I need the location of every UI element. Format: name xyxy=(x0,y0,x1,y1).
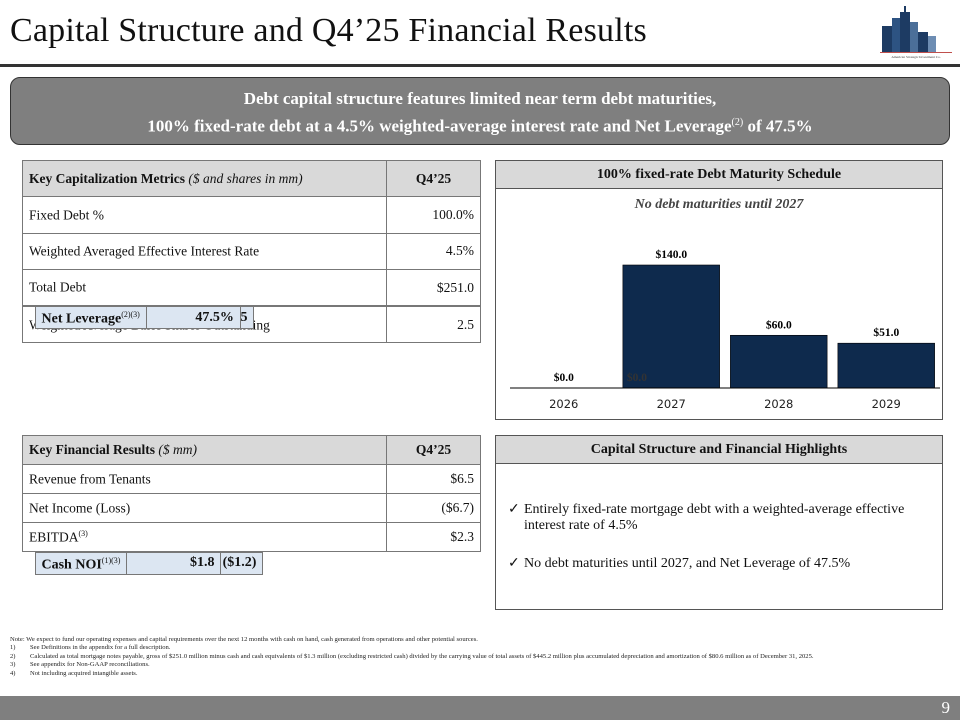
footnote-text: See appendix for Non-GAAP reconciliation… xyxy=(30,661,150,669)
table-row: EBITDA(3) $2.3 xyxy=(22,522,481,552)
footnote-text: See Definitions in the appendix for a fu… xyxy=(30,644,171,652)
label-text: Cash NOI xyxy=(41,557,102,573)
x-tick-label: 2026 xyxy=(549,397,578,411)
title-divider xyxy=(0,64,960,67)
svg-text:American Strategic Investment: American Strategic Investment Co. xyxy=(891,55,940,59)
footnote-number: 3) xyxy=(10,661,16,669)
header-label: Key Capitalization Metrics ($ and shares… xyxy=(22,159,387,198)
highlight-text: Entirely fixed-rate mortgage debt with a… xyxy=(524,502,905,533)
row-label: Net Leverage(2)(3) xyxy=(34,306,147,329)
highlight-text: No debt maturities until 2027, and Net L… xyxy=(524,556,851,571)
chart-subtitle: No debt maturities until 2027 xyxy=(634,197,804,212)
footnote-text: Calculated as total mortgage notes payab… xyxy=(30,652,814,660)
footnote: 3) See appendix for Non-GAAP reconciliati… xyxy=(10,661,814,669)
footnote-number: 4) xyxy=(10,669,16,677)
label-text: Net Leverage xyxy=(41,311,122,327)
panel-title: Capital Structure and Financial Highligh… xyxy=(496,436,942,464)
data-label: $60.0 xyxy=(766,318,792,331)
panel-title: 100% fixed-rate Debt Maturity Schedule xyxy=(496,161,942,189)
label-text: Fixed Debt % xyxy=(29,207,104,223)
footnote: 1) See Definitions in the appendix for a … xyxy=(10,644,814,652)
label-text: Total Debt xyxy=(29,279,87,295)
table-row: Revenue from Tenants $6.5 xyxy=(22,464,481,494)
row-value: $1.8 xyxy=(126,552,222,575)
capitalization-metrics-table: Key Capitalization Metrics ($ and shares… xyxy=(22,159,481,344)
row-value: 4.5% xyxy=(386,232,481,270)
row-value: $2.3 xyxy=(386,522,481,552)
x-tick-label: 2029 xyxy=(872,397,901,411)
table-header: Key Financial Results ($ mm) Q4’25 xyxy=(22,435,481,465)
page-number: 9 xyxy=(941,698,951,717)
financial-results-table: Key Financial Results ($ mm) Q4’25 Revenue… xyxy=(22,435,481,575)
row-label: Weighted Averaged Effective Interest Rat… xyxy=(22,232,387,270)
table-row: Fixed Debt % 100.0% xyxy=(22,196,481,234)
table-row: Net Leverage(2)(3) 47.5% xyxy=(34,306,455,342)
data-label: $140.0 xyxy=(655,248,687,261)
footnote-number: 1) xyxy=(10,644,16,652)
checkmark-icon: ✓ xyxy=(508,556,520,571)
header-unit: ($ and shares in mm) xyxy=(188,170,303,186)
row-label: Fixed Debt % xyxy=(22,196,387,234)
summary-banner: Debt capital structure features limited … xyxy=(10,77,950,145)
table-header: Key Capitalization Metrics ($ and shares… xyxy=(22,159,481,198)
bar-2029 xyxy=(837,342,935,389)
header-period: Q4’25 xyxy=(386,159,481,198)
table-row: Cash NOI(1)(3) $1.8 xyxy=(34,552,455,581)
footnotes: Note: We expect to fund our operating ex… xyxy=(10,636,814,678)
banner-line-2: 100% fixed-rate debt at a 4.5% weighted-… xyxy=(11,111,949,139)
row-value: 2.5 xyxy=(386,306,481,344)
label-text: Revenue from Tenants xyxy=(29,471,151,487)
row-value: $6.5 xyxy=(386,464,481,494)
bar-2027 xyxy=(622,264,720,389)
row-label: Revenue from Tenants xyxy=(22,464,387,494)
row-label: EBITDA(3) xyxy=(22,522,387,552)
row-value: ($6.7) xyxy=(386,493,481,523)
row-label: Net Income (Loss) xyxy=(22,493,387,523)
footnote: 4) Not including acquired intangible asse… xyxy=(10,670,814,678)
x-tick-label: 2027 xyxy=(657,397,686,411)
checkmark-icon: ✓ xyxy=(508,502,520,517)
bar-2028 xyxy=(730,334,828,389)
header-text: Key Financial Results xyxy=(29,442,159,457)
row-value: 47.5% xyxy=(145,306,241,329)
footnote-ref: (2) xyxy=(731,117,744,128)
label-text: EBITDA xyxy=(29,529,79,545)
note-intro: Note: We expect to fund our operating ex… xyxy=(10,636,478,643)
table-row: Weighted Averaged Effective Interest Rat… xyxy=(22,232,481,270)
highlights-panel: Capital Structure and Financial Highligh… xyxy=(495,435,943,610)
table-row: Net Income (Loss) ($6.7) xyxy=(22,493,481,523)
highlight-item: ✓ No debt maturities until 2027, and Net … xyxy=(508,556,928,572)
data-label: $0.0 xyxy=(554,371,574,384)
header-period: Q4’25 xyxy=(386,435,481,465)
footnote-ref: (1)(3) xyxy=(101,556,121,565)
table-row: Total Debt $251.0 xyxy=(22,268,481,307)
label-text: Net Income (Loss) xyxy=(29,500,131,516)
debt-maturity-panel: 100% fixed-rate Debt Maturity Schedule N… xyxy=(495,160,943,420)
footnote: 2) Calculated as total mortgage notes pay… xyxy=(10,653,814,661)
footnote-ref: (2)(3) xyxy=(121,310,140,320)
header-label: Key Financial Results ($ mm) xyxy=(22,435,387,465)
header-text: Key Capitalization Metrics xyxy=(29,170,189,186)
page-title: Capital Structure and Q4’25 Financial Re… xyxy=(10,12,647,49)
footer-bar: 9 xyxy=(0,696,960,720)
footnote-number: 2) xyxy=(10,652,16,660)
company-logo: American Strategic Investment Co. xyxy=(880,6,952,59)
row-label: Total Debt xyxy=(22,268,387,307)
highlight-item: ✓ Entirely fixed-rate mortgage debt with … xyxy=(508,502,928,534)
row-label: Cash NOI(1)(3) xyxy=(34,552,128,575)
data-label: $51.0 xyxy=(873,326,899,339)
row-value: 100.0% xyxy=(386,196,481,234)
header-unit: ($ mm) xyxy=(158,442,198,457)
data-label-series-2: $0.0 xyxy=(627,371,647,384)
debt-maturity-chart: $0.0 2026 $140.0 2027 $0.0 $60.0 2028 $51.0 2029 xyxy=(510,248,940,411)
footnote-text: Not including acquired intangible assets… xyxy=(30,669,138,677)
label-text: Weighted Averaged Effective Interest Rat… xyxy=(29,243,260,259)
x-tick-label: 2028 xyxy=(764,397,793,411)
banner-text: 100% fixed-rate debt at a 4.5% weighted-… xyxy=(147,116,732,136)
footnote-ref: (3) xyxy=(78,528,88,538)
banner-line-1: Debt capital structure features limited … xyxy=(243,89,717,108)
row-value: $251.0 xyxy=(386,268,481,307)
banner-text: of 47.5% xyxy=(743,116,813,136)
